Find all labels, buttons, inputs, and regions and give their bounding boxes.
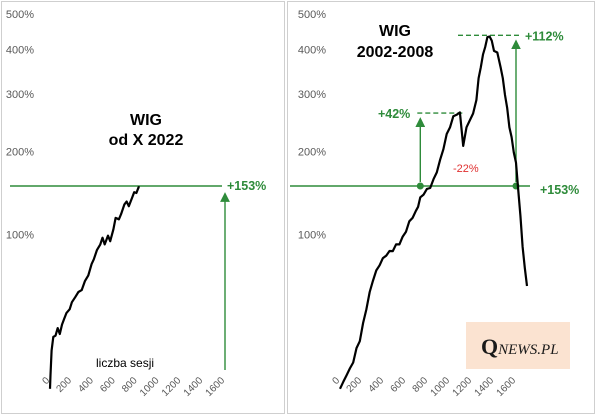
left-chart-title: WIG od X 2022 [109, 112, 184, 149]
right-y-tick-label: 100% [298, 230, 326, 242]
right-y-axis-ticks: 500% 400% 300% 200% 100% [298, 9, 326, 242]
left-y-tick-label: 100% [6, 230, 34, 242]
right-title-line-1: WIG [379, 23, 411, 40]
right-y-tick-label: 400% [298, 45, 326, 57]
left-reference-label: +153% [227, 179, 266, 193]
left-y-tick-label: 200% [6, 146, 34, 158]
right-chart-title: WIG 2002-2008 [357, 23, 434, 61]
right-title-line-2: 2002-2008 [357, 44, 434, 61]
right-y-tick-label: 300% [298, 89, 326, 101]
logo-background [466, 322, 570, 369]
drawdown-label: -22% [453, 163, 479, 175]
qnews-logo: QNEWS.PL [466, 322, 570, 369]
left-y-axis-ticks: 500% 400% 300% 200% 100% [6, 9, 34, 242]
logo-rest: NEWS.PL [497, 342, 558, 358]
right-series-line [339, 35, 529, 390]
logo-q: Q [481, 334, 498, 359]
right-chart-panel: 500%400%300%200%100% 0 200 400 600 800100012… [287, 1, 595, 414]
gain-42-start-dot [416, 182, 424, 190]
x-axis-note: liczba sesji [96, 356, 154, 370]
right-y-tick-label: 200% [298, 146, 326, 158]
left-y-tick-label: 400% [6, 45, 34, 57]
left-chart-frame [1, 1, 285, 414]
left-y-tick-label: 300% [6, 89, 34, 101]
left-chart-panel: 500%400%300%200%100% 0 200 400 600 800100012… [1, 1, 285, 414]
left-title-line-1: WIG [130, 112, 162, 129]
gain-42-label: +42% [378, 107, 410, 121]
left-y-tick-label: 500% [6, 9, 34, 21]
gain-112-label: +112% [525, 29, 564, 43]
logo-text: QNEWS.PL [481, 334, 559, 359]
right-y-tick-label: 500% [298, 9, 326, 21]
left-title-line-2: od X 2022 [109, 132, 184, 149]
right-reference-label: +153% [540, 183, 579, 197]
left-series-line [48, 186, 140, 389]
